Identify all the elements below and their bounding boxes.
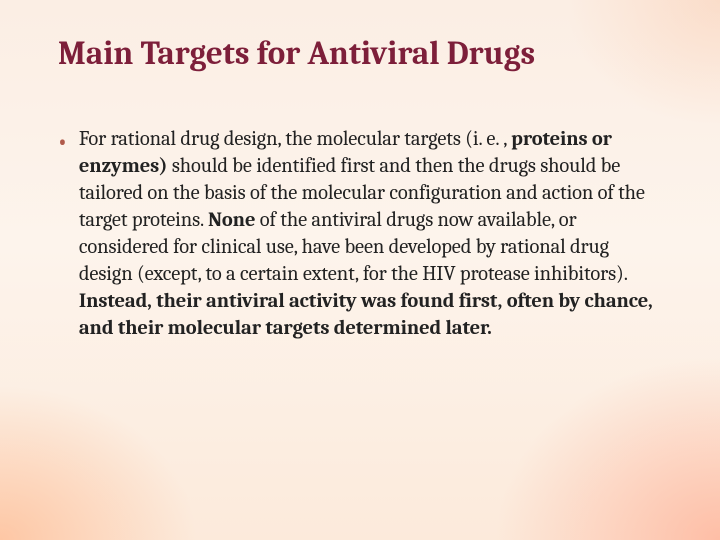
bullet-item: • For rational drug design, the molecula… bbox=[58, 126, 662, 342]
slide: Main Targets for Antiviral Drugs • For r… bbox=[0, 0, 720, 540]
text-segment: For rational drug design, the molecular … bbox=[79, 128, 511, 151]
bullet-text: For rational drug design, the molecular … bbox=[79, 126, 662, 342]
bullet-marker-icon: • bbox=[58, 128, 67, 155]
slide-title: Main Targets for Antiviral Drugs bbox=[58, 36, 662, 74]
text-segment-bold: Instead, their antiviral activity was fo… bbox=[79, 290, 653, 340]
text-segment-bold: None bbox=[208, 209, 255, 232]
